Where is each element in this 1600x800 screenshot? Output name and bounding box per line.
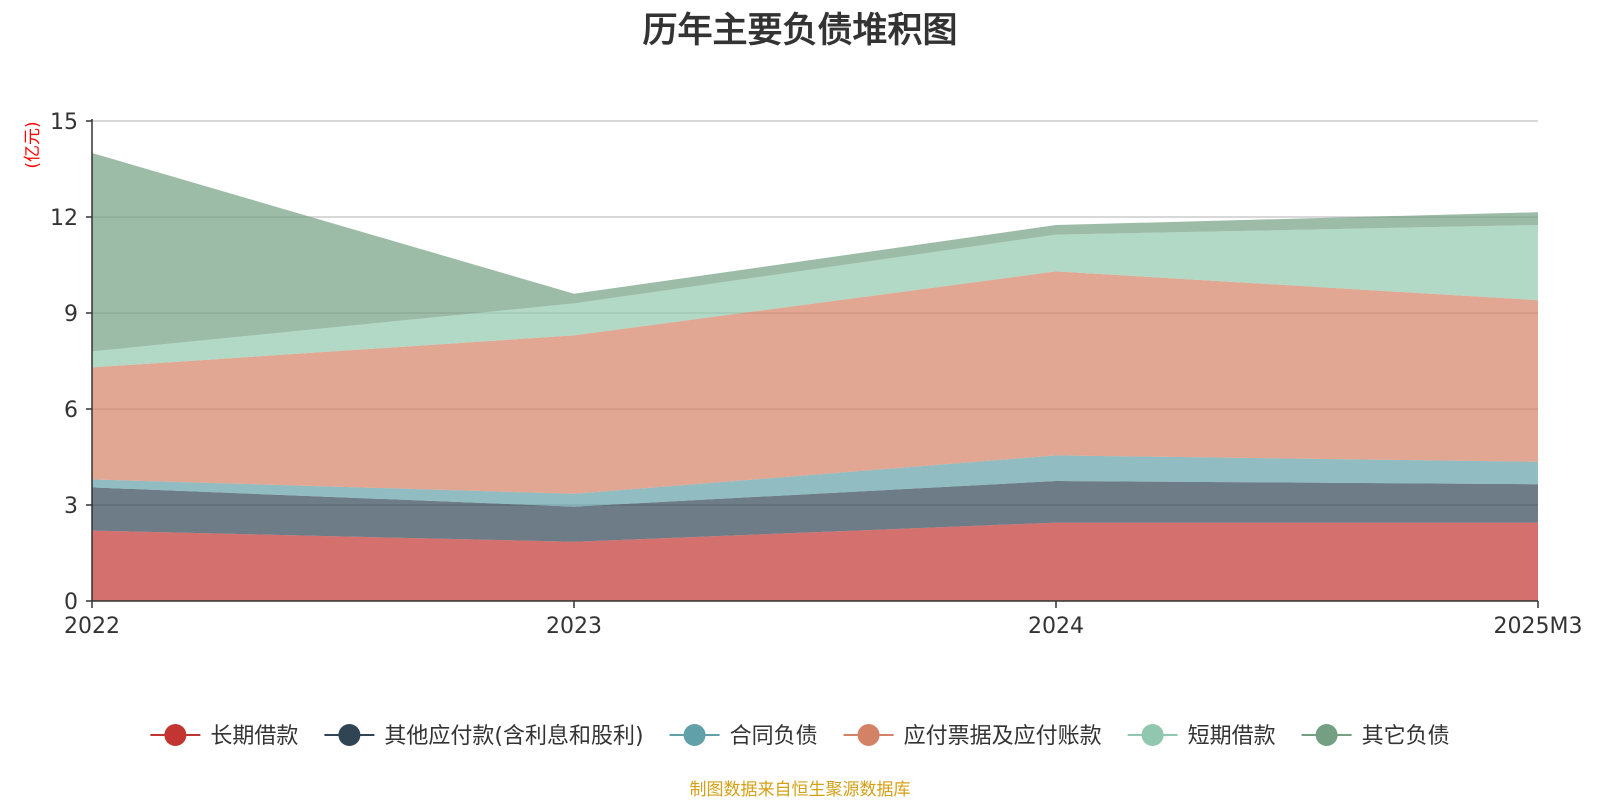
y-tick-labels: 0 3 6 9 12 15 [50, 110, 78, 615]
legend-label: 其它负债 [1362, 724, 1450, 749]
area-series-4 [92, 271, 1538, 494]
legend-item-4[interactable]: 应付票据及应付账款 [843, 724, 1102, 749]
x-tick-label: 2025M3 [1494, 614, 1583, 639]
legend-marker-icon [164, 724, 187, 746]
legend: 长期借款 其他应付款(含利息和股利) 合同负债 应付票据及应付账款 短期借款 其它负债 [150, 724, 1450, 749]
legend-marker-icon [1315, 724, 1338, 746]
legend-label: 合同负债 [730, 724, 818, 749]
y-axis-unit-label: (亿元) [23, 121, 43, 168]
legend-item-3[interactable]: 合同负债 [669, 724, 818, 749]
legend-label: 应付票据及应付账款 [904, 724, 1102, 749]
area-series-layer [92, 153, 1538, 601]
x-tick-labels: 2022 2023 2024 2025M3 [64, 614, 1582, 639]
y-tick-label: 12 [50, 206, 78, 231]
y-tick-label: 0 [64, 590, 78, 615]
y-tick-label: 6 [64, 398, 78, 423]
area-series-3 [92, 455, 1538, 507]
legend-label: 长期借款 [210, 724, 298, 749]
legend-item-1[interactable]: 长期借款 [150, 724, 298, 749]
y-tick-label: 15 [50, 110, 78, 135]
x-tick-label: 2023 [546, 614, 602, 639]
legend-marker-icon [1141, 724, 1164, 746]
y-tick-label: 3 [64, 494, 78, 519]
area-series-1 [92, 522, 1538, 601]
area-series-6 [92, 153, 1538, 352]
axes [86, 119, 1539, 608]
x-tick-label: 2024 [1028, 614, 1084, 639]
legend-label: 短期借款 [1188, 724, 1276, 749]
y-tick-label: 9 [64, 302, 78, 327]
legend-item-6[interactable]: 其它负债 [1301, 724, 1450, 749]
area-series-5 [92, 225, 1538, 368]
chart-title: 历年主要负债堆积图 [642, 11, 958, 51]
legend-marker-icon [683, 724, 706, 746]
area-series-2 [92, 481, 1538, 542]
legend-item-2[interactable]: 其他应付款(含利息和股利) [324, 724, 644, 749]
legend-marker-icon [338, 724, 361, 746]
legend-marker-icon [857, 724, 880, 746]
legend-item-5[interactable]: 短期借款 [1127, 724, 1276, 749]
legend-label: 其他应付款(含利息和股利) [384, 724, 643, 749]
source-note: 制图数据来自恒生聚源数据库 [689, 780, 911, 800]
x-tick-label: 2022 [64, 614, 120, 639]
